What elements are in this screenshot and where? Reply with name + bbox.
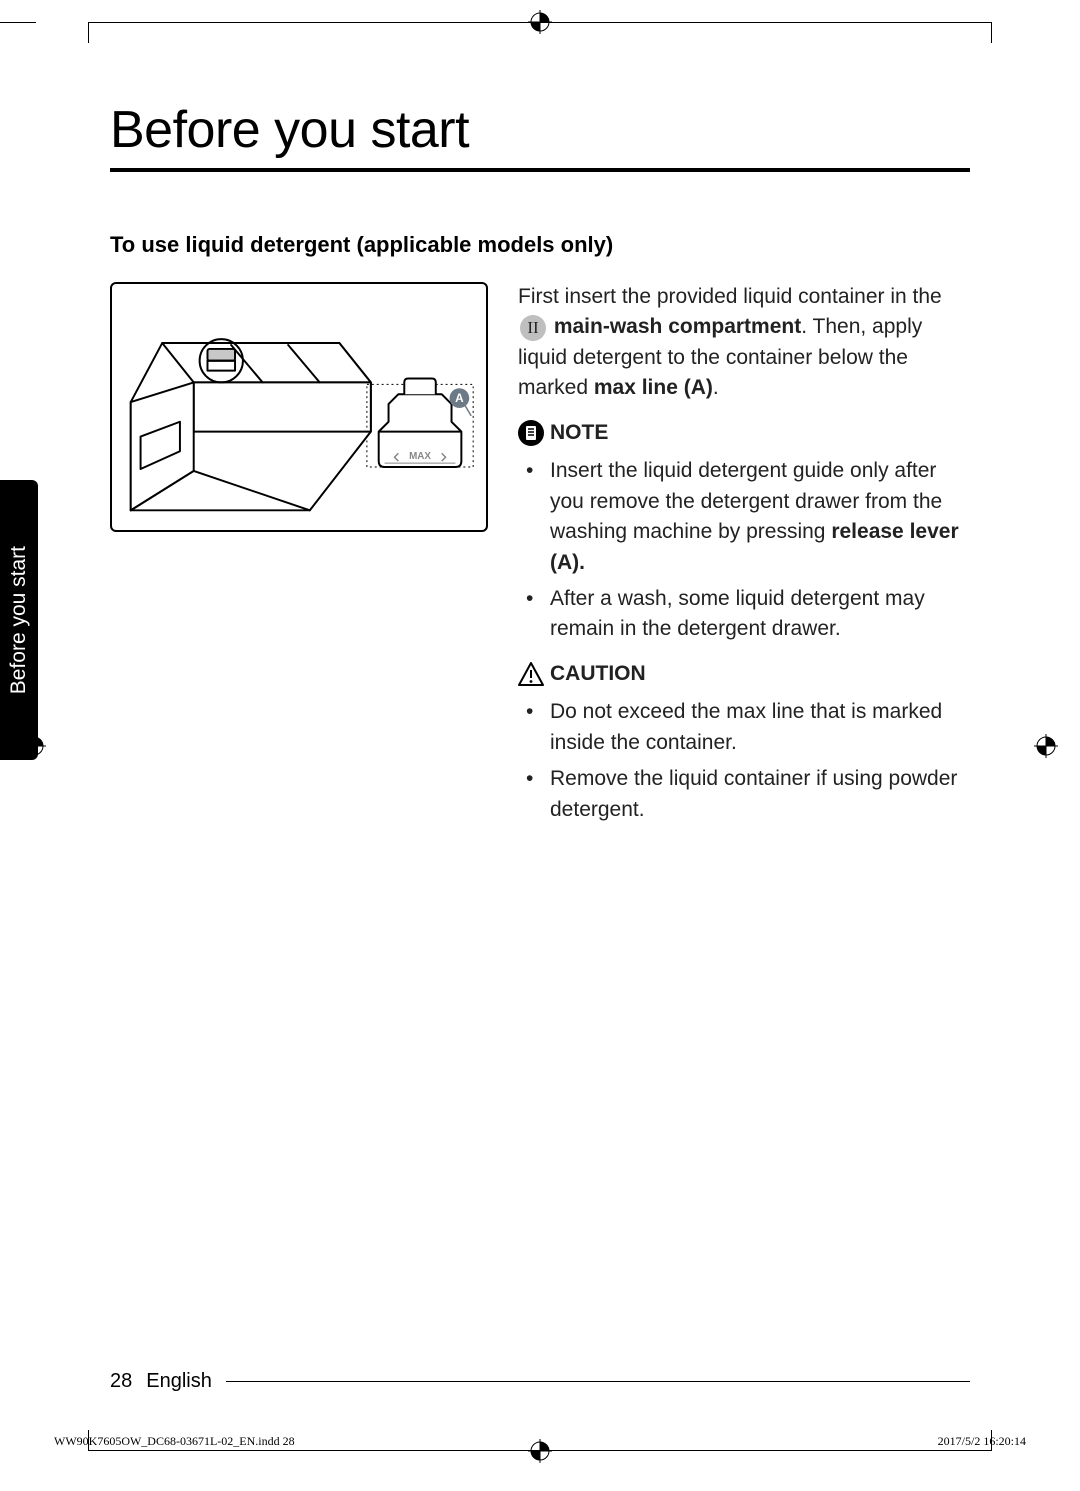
caution-list: Do not exceed the max line that is marke… — [518, 697, 970, 825]
imprint-file: WW90K7605OW_DC68-03671L-02_EN.indd 28 — [54, 1434, 295, 1449]
intro-paragraph: First insert the provided liquid contain… — [518, 282, 970, 404]
list-item: Insert the liquid detergent guide only a… — [518, 456, 970, 578]
caution-icon — [518, 661, 544, 687]
page-number: 28 — [110, 1370, 132, 1393]
list-item: After a wash, some liquid detergent may … — [518, 584, 970, 645]
note-list: Insert the liquid detergent guide only a… — [518, 456, 970, 645]
caution-label: CAUTION — [550, 659, 646, 689]
roman-two-badge: II — [520, 315, 546, 341]
page-language: English — [146, 1370, 212, 1393]
registration-mark-icon — [528, 10, 552, 34]
detergent-drawer-figure: MAX A — [110, 282, 488, 532]
note-icon — [518, 420, 544, 446]
section-tab: Before you start — [0, 480, 38, 760]
section-subheading: To use liquid detergent (applicable mode… — [110, 232, 970, 258]
svg-text:MAX: MAX — [409, 451, 431, 462]
caution-heading: CAUTION — [518, 659, 970, 689]
section-tab-label: Before you start — [7, 546, 31, 694]
imprint-line: WW90K7605OW_DC68-03671L-02_EN.indd 28 20… — [54, 1434, 1026, 1449]
page-footer: 28 English — [110, 1370, 970, 1393]
note-heading: NOTE — [518, 418, 970, 448]
page-title: Before you start — [110, 100, 970, 160]
note-label: NOTE — [550, 418, 608, 448]
title-rule — [110, 168, 970, 172]
list-item: Remove the liquid container if using pow… — [518, 764, 970, 825]
registration-mark-icon — [1034, 734, 1058, 758]
svg-text:A: A — [455, 391, 464, 405]
list-item: Do not exceed the max line that is marke… — [518, 697, 970, 758]
imprint-timestamp: 2017/5/2 16:20:14 — [938, 1434, 1026, 1449]
